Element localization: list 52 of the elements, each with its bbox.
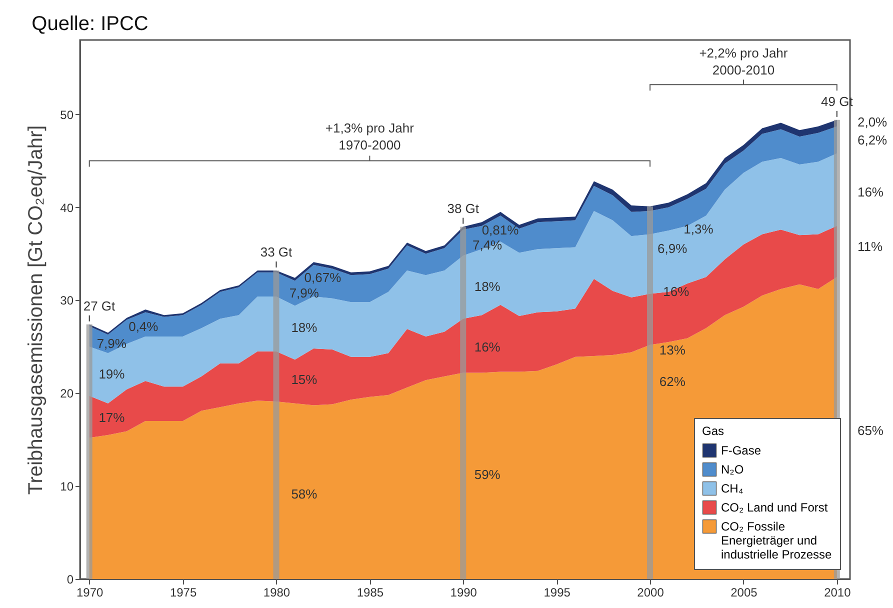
legend-label: CO₂ Land und Forst — [721, 500, 828, 514]
legend-label: N₂O — [721, 462, 744, 476]
legend-label: CO₂ Fossile Energieträger und industrielle Prozesse — [721, 520, 832, 562]
x-tick-label: 1970 — [76, 586, 104, 600]
annotation: 0,67% — [304, 270, 342, 285]
annotation: 7,9% — [96, 336, 127, 351]
annotation: 16% — [474, 340, 501, 355]
annotation: 7,4% — [472, 237, 503, 252]
text: 2,0% — [857, 114, 888, 130]
x-tick-label: 2005 — [730, 586, 758, 600]
annotation: 59% — [474, 466, 501, 482]
annotation: 7,9% — [289, 286, 320, 301]
ref-line-label: 33 Gt — [260, 244, 293, 260]
legend-label: CH₄ — [721, 482, 744, 496]
x-tick-label: 1980 — [263, 586, 290, 600]
text: 6,2% — [857, 132, 888, 148]
x-tick-label: 2000 — [637, 586, 664, 600]
text: 11% — [857, 239, 883, 254]
annotation: 58% — [291, 486, 318, 502]
annotation: 62% — [659, 374, 686, 389]
x-tick-label: 1975 — [170, 586, 197, 600]
text: 65% — [857, 423, 884, 438]
y-tick-label: 10 — [60, 480, 74, 494]
ref-line-label: 38 Gt — [447, 200, 480, 216]
y-tick-label: 0 — [66, 572, 74, 586]
annotation: +1,3% pro Jahr 1970-2000 — [325, 120, 415, 153]
ref-line-label: 27 Gt — [83, 298, 116, 314]
annotation: 15% — [291, 372, 318, 388]
y-tick-label: 20 — [60, 386, 74, 401]
annotation: 16% — [663, 284, 690, 299]
x-tick-label: 1995 — [544, 586, 571, 600]
chart-title: Quelle: IPCC — [32, 13, 148, 35]
annotation: 13% — [659, 342, 686, 358]
annotation: 0,81% — [482, 222, 520, 238]
x-tick-label: 1985 — [356, 586, 384, 600]
annotation: 0,4% — [128, 319, 159, 334]
annotation: 6,9% — [658, 241, 688, 256]
text: 16% — [857, 184, 884, 200]
x-tick-label: 2010 — [824, 586, 852, 600]
annotation: 1,3% — [684, 222, 714, 237]
x-tick-label: 1990 — [450, 586, 478, 600]
legend-label: F-Gase — [721, 444, 762, 458]
y-tick-label: 50 — [60, 108, 74, 122]
legend-title: Gas — [702, 424, 724, 438]
annotation: +2,2% pro Jahr 2000-2010 — [699, 45, 788, 78]
annotation: 18% — [291, 320, 318, 336]
y-tick-label: 40 — [60, 200, 74, 215]
annotation: 19% — [98, 366, 126, 382]
annotation: 17% — [98, 410, 126, 426]
y-axis-title: Treibhausgasemissionen [Gt CO₂eq/Jahr] — [25, 125, 48, 495]
y-tick-label: 30 — [60, 294, 74, 308]
annotation: 18% — [474, 279, 501, 294]
